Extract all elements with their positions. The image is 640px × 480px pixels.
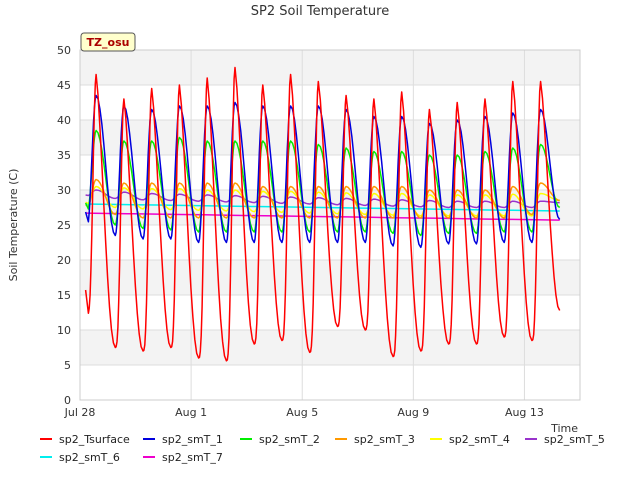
legend-label: sp2_smT_3 xyxy=(354,433,415,446)
y-tick-label: 50 xyxy=(57,44,71,57)
x-axis-ticks: Jul 28 Aug 1 Aug 5 Aug 9 Aug 13 xyxy=(64,406,544,419)
x-tick-label: Aug 13 xyxy=(505,406,544,419)
y-tick-label: 5 xyxy=(64,359,71,372)
x-tick-label: Aug 9 xyxy=(397,406,429,419)
y-tick-label: 0 xyxy=(64,394,71,407)
plot-band xyxy=(80,120,580,155)
x-tick-label: Jul 28 xyxy=(64,406,96,419)
badge-text: TZ_osu xyxy=(87,36,130,49)
badge-box xyxy=(80,32,136,52)
chart-title: SP2 Soil Temperature xyxy=(251,4,389,19)
y-axis-label: Soil Temperature (C) xyxy=(7,169,20,282)
site-badge: TZ_osu xyxy=(80,32,136,52)
series-line-sp2-tsurface xyxy=(84,66,561,362)
legend-label: sp2_smT_1 xyxy=(162,433,223,446)
legend: sp2_Tsurface sp2_smT_1 sp2_smT_2 sp2_smT_3 s… xyxy=(40,433,605,464)
legend-label: sp2_smT_7 xyxy=(162,451,223,464)
legend-label: sp2_smT_2 xyxy=(259,433,320,446)
plot-band xyxy=(80,155,580,190)
y-tick-label: 10 xyxy=(57,324,71,337)
plot-band xyxy=(80,85,580,120)
y-tick-label: 15 xyxy=(57,289,71,302)
y-tick-label: 35 xyxy=(57,149,71,162)
legend-label: sp2_smT_6 xyxy=(59,451,120,464)
series-lines xyxy=(84,66,561,362)
y-tick-label: 25 xyxy=(57,219,71,232)
plot-band xyxy=(80,330,580,365)
plot-band xyxy=(80,365,580,400)
y-tick-label: 20 xyxy=(57,254,71,267)
x-axis-label: Time xyxy=(550,422,578,435)
x-tick-label: Aug 5 xyxy=(286,406,318,419)
legend-label: sp2_smT_5 xyxy=(544,433,605,446)
plot-band xyxy=(80,225,580,260)
y-axis-ticks: 0 5 10 15 20 25 30 35 40 45 50 xyxy=(57,44,71,407)
y-tick-label: 30 xyxy=(57,184,71,197)
plot-band xyxy=(80,295,580,330)
plot-frame xyxy=(79,49,581,401)
legend-label: sp2_smT_4 xyxy=(449,433,510,446)
legend-label: sp2_Tsurface xyxy=(59,433,130,446)
plot-band xyxy=(80,50,580,85)
y-tick-label: 45 xyxy=(57,79,71,92)
series-line-sp2-smt-1 xyxy=(84,94,561,249)
y-tick-label: 40 xyxy=(57,114,71,127)
x-tick-label: Aug 1 xyxy=(175,406,207,419)
series-line-sp2-smt-7 xyxy=(85,212,560,221)
